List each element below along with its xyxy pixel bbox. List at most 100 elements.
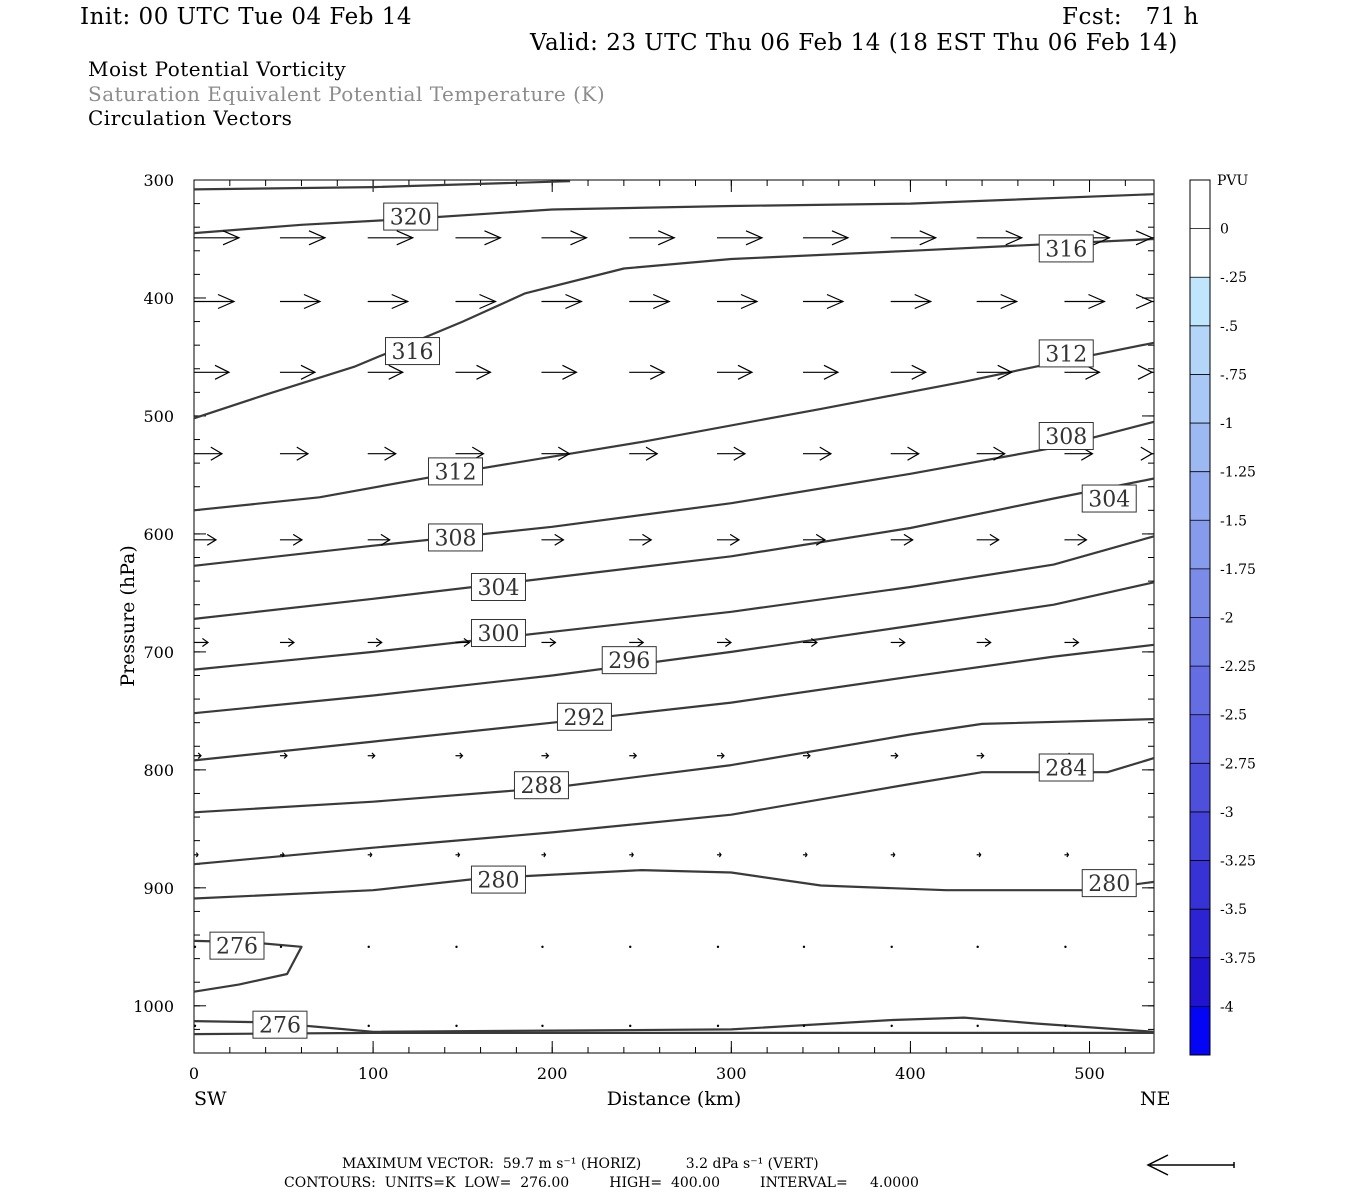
vector-arrow [802,945,806,949]
vector-head [989,533,1000,546]
vector-arrow [541,364,578,380]
vector-head [1093,230,1111,246]
vector-arrow [1064,293,1106,310]
vector-head [804,852,808,858]
contour-label-box [252,1010,308,1039]
vector-arrow [716,945,720,949]
vector-arrow [629,293,671,310]
vector-head [570,230,588,246]
colorbar-segment [1189,373,1211,424]
vector-arrow [976,364,1014,380]
colorbar-label: -2.25 [1220,659,1256,675]
vector-arrow [716,364,754,380]
colorbar-segment [1189,471,1211,521]
vector-arrow [455,637,471,647]
x-end-label: NE [1140,1088,1171,1110]
vector-head [1072,637,1080,647]
vector-head [214,364,231,380]
vector-arrow [541,533,565,546]
vector-head [562,364,578,380]
vector-head [725,637,733,647]
vector-arrow [193,945,197,949]
contour-label: 276 [216,935,258,960]
vector-head [195,852,199,858]
colorbar-segment [1189,762,1211,813]
plot-frame [193,179,1155,1054]
vector-arrow [629,533,653,546]
vector-head [631,852,634,858]
colorbar-label: -1.75 [1220,562,1256,578]
contour-label: 280 [477,869,519,894]
x-tick-label: 500 [1074,1064,1105,1083]
vector-arrow [367,852,373,858]
colorbar-segment [1189,860,1211,910]
vector-arrow [716,637,733,647]
vector-arrow [629,446,659,461]
contour-label: 316 [1045,237,1087,262]
vector-head [303,293,322,310]
contour-label-box [1081,869,1137,898]
vector-arrow [629,230,676,246]
forecast-hour-label: Fcst: 71 h [1062,4,1199,30]
vector-arrow [194,852,199,858]
vector-arrow [976,852,982,858]
vector-head [565,293,583,310]
vector-arrow [541,446,571,461]
vector-arrow [367,364,405,380]
vector-arrow [890,364,928,380]
vector-head [476,364,492,380]
vector-head [197,752,202,759]
colorbar-label: -3.75 [1220,951,1256,967]
vector-arrow [279,637,295,647]
contour-label-box [1081,484,1137,513]
contour-line [193,757,1155,866]
vector-head [718,852,722,858]
valid-time-label: Valid: 23 UTC Thu 06 Feb 14 (18 EST Thu … [530,30,1178,56]
vector-arrow [976,293,1019,310]
vector-head [823,364,840,380]
vector-head [479,293,497,310]
init-time-label: Init: 00 UTC Tue 04 Feb 14 [80,4,413,30]
vector-head [894,752,899,759]
vector-arrow [455,945,458,949]
contour-line [193,180,571,191]
vector-arrow [541,752,550,759]
vector-arrow [716,293,759,310]
vector-head [1135,293,1154,310]
vector-arrow [279,364,317,380]
vector-head [543,852,547,858]
vector-arrow [194,230,241,246]
vector-arrow [455,852,461,858]
vector-arrow [890,230,938,246]
contour-label-box [427,457,483,486]
vector-arrow [802,230,850,246]
vector-arrow [802,364,840,380]
vector-arrow [193,1024,197,1028]
vector-arrow [976,1024,979,1028]
vector-head [1137,364,1154,380]
vector-arrow [194,293,236,310]
contour-label-box [1038,234,1094,263]
vector-arrow [194,446,224,461]
max-vector-label: MAXIMUM VECTOR: 59.7 m s⁻¹ (HORIZ) 3.2 d… [342,1156,819,1172]
vector-arrow [367,533,391,546]
vector-arrow [716,446,747,461]
field-title-mpv: Moist Potential Vorticity [88,57,347,81]
colorbar-label: -2 [1220,611,1234,627]
vector-arrow [541,852,547,858]
vector-head [806,752,811,759]
field-title-theta-es: Saturation Equivalent Potential Temperat… [88,82,606,106]
vector-arrow [802,446,833,461]
vector-arrow [716,752,725,759]
vector-head [1140,446,1154,461]
contour-label: 276 [259,1014,301,1039]
contour-label: 296 [608,649,650,674]
colorbar-segment [1189,617,1211,667]
colorbar-segment [1189,1005,1211,1056]
vector-arrow [802,1024,806,1028]
vector-arrow [976,230,1024,246]
vector-head [831,230,850,246]
contour-line [193,477,1155,620]
contour-label: 304 [477,576,519,601]
